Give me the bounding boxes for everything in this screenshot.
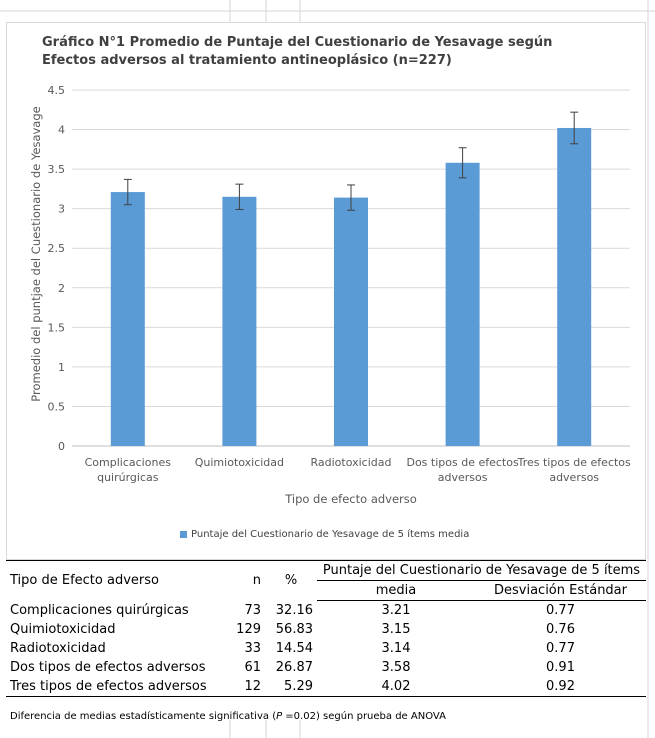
header-media: media <box>317 581 475 601</box>
y-tick-label: 2.5 <box>48 242 66 255</box>
bar <box>446 163 480 446</box>
footnote-after: =0.02) según prueba de ANOVA <box>282 711 446 722</box>
footnote-before: Diferencia de medias estadísticamente si… <box>10 711 276 722</box>
x-tick-label: Radiotoxicidad <box>311 456 392 469</box>
legend-label: Puntaje del Cuestionario de Yesavage de … <box>191 529 469 540</box>
x-tick-label: adversos <box>438 471 488 484</box>
cell-media: 3.15 <box>317 620 475 639</box>
cell-pct: 14.54 <box>265 639 317 658</box>
cell-n: 33 <box>229 639 265 658</box>
y-tick-label: 4 <box>58 124 65 137</box>
table-row: Complicaciones quirúrgicas 73 32.16 3.21… <box>6 601 646 621</box>
x-tick-label: Complicaciones <box>85 456 172 469</box>
cell-type: Quimiotoxicidad <box>6 620 229 639</box>
table-header-row: Tipo de Efecto adverso n % Puntaje del C… <box>6 561 646 581</box>
table-row: Quimiotoxicidad 129 56.83 3.15 0.76 <box>6 620 646 639</box>
footnote: Diferencia de medias estadísticamente si… <box>10 711 446 722</box>
y-tick-label: 1.5 <box>48 321 66 334</box>
x-tick-label: adversos <box>549 471 599 484</box>
data-table: Tipo de Efecto adverso n % Puntaje del C… <box>6 560 646 697</box>
cell-pct: 32.16 <box>265 601 317 621</box>
table-row: Radiotoxicidad 33 14.54 3.14 0.77 <box>6 639 646 658</box>
cell-type: Radiotoxicidad <box>6 639 229 658</box>
x-tick-label: Quimiotoxicidad <box>195 456 284 469</box>
bar <box>334 198 368 446</box>
legend-swatch <box>180 531 187 538</box>
x-tick-label: Dos tipos de efectos <box>406 456 518 469</box>
cell-n: 61 <box>229 658 265 677</box>
y-tick-label: 2 <box>58 282 65 295</box>
cell-n: 12 <box>229 677 265 697</box>
cell-type: Tres tipos de efectos adversos <box>6 677 229 697</box>
cell-sd: 0.77 <box>475 601 646 621</box>
y-tick-label: 3 <box>58 203 65 216</box>
cell-media: 3.21 <box>317 601 475 621</box>
y-axis-title: Promedio del puntjae del Cuestionario de… <box>29 106 43 401</box>
y-tick-label: 1 <box>58 361 65 374</box>
cell-media: 4.02 <box>317 677 475 697</box>
header-sd: Desviación Estándar <box>475 581 646 601</box>
cell-media: 3.58 <box>317 658 475 677</box>
y-tick-label: 0 <box>58 440 65 453</box>
cell-type: Dos tipos de efectos adversos <box>6 658 229 677</box>
cell-type: Complicaciones quirúrgicas <box>6 601 229 621</box>
legend: Puntaje del Cuestionario de Yesavage de … <box>180 529 469 540</box>
cell-sd: 0.76 <box>475 620 646 639</box>
cell-sd: 0.77 <box>475 639 646 658</box>
bar-chart: 0 0.5 1 1.5 2 2.5 3 3.5 4 4.5 Complicaciones quirúr… <box>0 0 655 560</box>
table-row: Tres tipos de efectos adversos 12 5.29 4… <box>6 677 646 697</box>
cell-n: 73 <box>229 601 265 621</box>
x-tick-label: Tres tipos de efectos <box>517 456 631 469</box>
header-n: n <box>229 561 265 601</box>
bar <box>222 197 256 446</box>
cell-sd: 0.92 <box>475 677 646 697</box>
cell-pct: 26.87 <box>265 658 317 677</box>
header-type: Tipo de Efecto adverso <box>6 561 229 601</box>
y-tick-label: 0.5 <box>48 400 66 413</box>
header-pct: % <box>265 561 317 601</box>
cell-n: 129 <box>229 620 265 639</box>
cell-media: 3.14 <box>317 639 475 658</box>
cell-pct: 56.83 <box>265 620 317 639</box>
cell-pct: 5.29 <box>265 677 317 697</box>
bar <box>557 128 591 446</box>
bar <box>111 192 145 446</box>
x-axis-title: Tipo de efecto adverso <box>284 492 417 506</box>
y-tick-label: 4.5 <box>48 84 66 97</box>
x-tick-label: quirúrgicas <box>97 471 159 484</box>
y-tick-label: 3.5 <box>48 163 66 176</box>
header-group: Puntaje del Cuestionario de Yesavage de … <box>317 561 646 581</box>
table-row: Dos tipos de efectos adversos 61 26.87 3… <box>6 658 646 677</box>
cell-sd: 0.91 <box>475 658 646 677</box>
